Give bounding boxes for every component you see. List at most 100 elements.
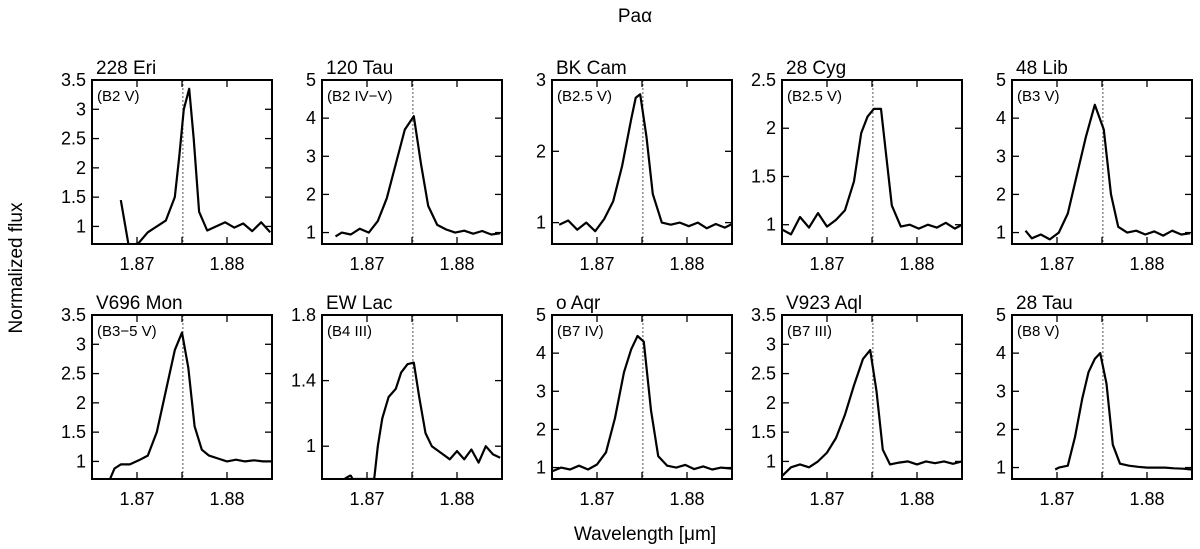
x-tick-label: 1.88 [209,489,244,509]
panel-star-name: o Aqr [556,293,601,314]
panel-spectral-type: (B4 III) [327,323,372,340]
panel-star-name: 28 Cyg [786,58,846,79]
panel-spectral-type: (B7 IV) [557,323,604,340]
spectrum-line [1024,103,1191,241]
y-tick-label: 2 [996,419,1006,439]
y-tick-label: 4 [996,108,1006,128]
y-axis-label: Normalized flux [6,202,27,333]
panel-spectral-type: (B8 V) [1017,323,1060,340]
panel-frame [91,79,273,245]
panel-frame [551,79,733,245]
y-tick-label: 2 [76,158,86,178]
panel-star-name: EW Lac [326,293,393,314]
figure-title: Paα [618,6,652,27]
spectrum-line [1054,352,1192,471]
panel-frame [1011,79,1193,245]
x-tick-label: 1.88 [1129,254,1164,274]
panel: V923 Aql (B7 III) 1.87 1.88 1 1.5 2 2.5 3 3.5 [751,293,963,509]
x-tick-label: 1.87 [809,489,844,509]
panel-frame [91,314,273,480]
panel-grid: 228 Eri (B2 V) 1.87 1.88 1 1.5 2 2.5 3 3.5 120 Tau… [61,58,1193,509]
y-tick-label: 1.4 [291,371,316,391]
y-tick-label: 1 [996,223,1006,243]
x-tick-label: 1.87 [809,254,844,274]
y-tick-label: 2 [766,393,776,413]
x-axis-label: Wavelength [μm] [574,524,716,545]
spectrum-line [552,334,732,473]
y-tick-label: 2.5 [751,70,776,90]
panel-spectral-type: (B3 V) [1017,88,1060,105]
y-tick-label: 1 [306,223,316,243]
panel-star-name: 120 Tau [326,58,393,79]
y-tick-label: 1 [306,436,316,456]
y-tick-label: 4 [306,108,316,128]
panel-frame [1011,314,1193,480]
panel-spectral-type: (B7 III) [787,323,832,340]
y-tick-label: 1 [76,451,86,471]
y-tick-label: 5 [306,70,316,90]
y-tick-label: 5 [996,305,1006,325]
y-tick-label: 1 [536,213,546,233]
y-tick-label: 1 [76,216,86,236]
panel-frame [551,314,733,480]
panel: EW Lac (B4 III) 1.87 1.88 1 1.4 1.8 [291,293,503,509]
x-tick-label: 1.88 [899,254,934,274]
panel: 228 Eri (B2 V) 1.87 1.88 1 1.5 2 2.5 3 3.5 [61,58,273,274]
panel-star-name: 48 Lib [1016,58,1068,79]
x-tick-label: 1.87 [349,254,384,274]
panel-star-name: V696 Mon [96,293,183,314]
spectrum-line [343,361,501,479]
y-tick-label: 1 [766,451,776,471]
panel-spectral-type: (B2.5 V) [557,88,612,105]
y-tick-label: 1 [996,458,1006,478]
panel: 120 Tau (B2 IV−V) 1.87 1.88 1 2 3 4 5 [306,58,503,274]
x-tick-label: 1.88 [209,254,244,274]
spectrum-line [782,107,962,236]
spectrum-line [782,349,962,477]
panel-frame [781,314,963,480]
y-tick-label: 3.5 [61,70,86,90]
y-tick-label: 5 [536,305,546,325]
panel: 28 Cyg (B2.5 V) 1.87 1.88 1 1.5 2 2.5 [751,58,963,274]
spectrum-line [558,93,732,233]
y-tick-label: 1.5 [751,422,776,442]
y-tick-label: 1.5 [61,422,86,442]
x-tick-label: 1.88 [439,489,474,509]
panel: 48 Lib (B3 V) 1.87 1.88 1 2 3 4 5 [996,58,1193,274]
y-tick-label: 2 [996,184,1006,204]
y-tick-label: 5 [996,70,1006,90]
y-tick-label: 3 [996,146,1006,166]
x-tick-label: 1.88 [899,489,934,509]
y-tick-label: 1 [536,458,546,478]
spectrum-line [119,87,272,244]
y-tick-label: 2.5 [61,129,86,149]
x-tick-label: 1.88 [669,254,704,274]
panel: BK Cam (B2.5 V) 1.87 1.88 1 2 3 [536,58,733,274]
y-tick-label: 2 [76,393,86,413]
panel-spectral-type: (B2 IV−V) [327,88,392,105]
y-tick-label: 3 [76,334,86,354]
y-tick-label: 2.5 [751,364,776,384]
x-tick-label: 1.87 [119,254,154,274]
x-tick-label: 1.87 [119,489,154,509]
y-tick-label: 2 [536,419,546,439]
panel: 28 Tau (B8 V) 1.87 1.88 1 2 3 4 5 [996,293,1193,509]
panel-spectral-type: (B3−5 V) [97,323,157,340]
x-tick-label: 1.87 [1039,489,1074,509]
panel-star-name: 228 Eri [96,58,156,79]
spectrum-line [334,115,501,238]
x-tick-label: 1.88 [1129,489,1164,509]
y-tick-label: 1 [766,215,776,235]
panel-frame [781,79,963,245]
y-tick-label: 4 [536,343,546,363]
spectrum-line [108,331,272,479]
x-tick-label: 1.87 [349,489,384,509]
panel-star-name: 28 Tau [1016,293,1073,314]
y-tick-label: 3 [76,99,86,119]
panel-spectral-type: (B2 V) [97,88,140,105]
panel-spectral-type: (B2.5 V) [787,88,842,105]
y-tick-label: 3 [766,334,776,354]
y-tick-label: 3 [306,146,316,166]
y-tick-label: 2 [536,141,546,161]
x-tick-label: 1.87 [579,254,614,274]
